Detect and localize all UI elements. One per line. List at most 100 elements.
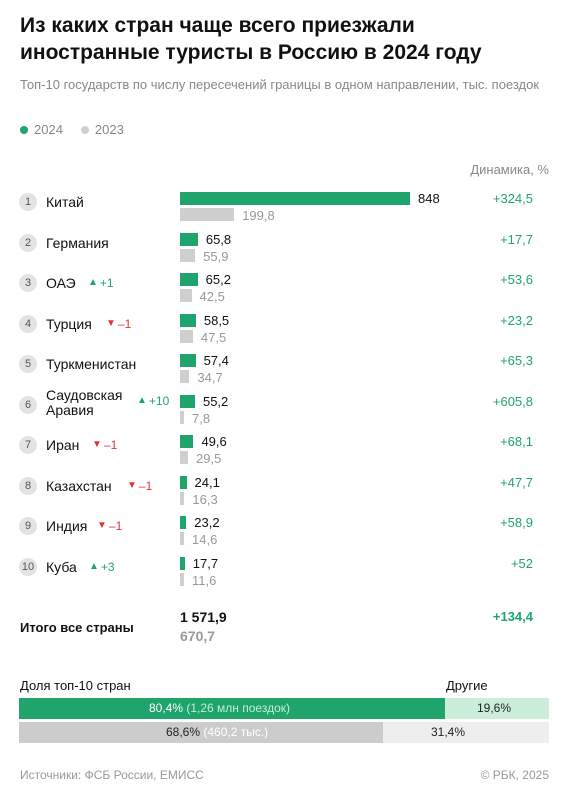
bar-2024	[180, 313, 196, 327]
country-name: Куба	[46, 558, 77, 575]
dynamics-value: +65,3	[500, 353, 533, 368]
rank-change: ▲ +3	[89, 559, 115, 575]
share-others-bar	[382, 722, 549, 743]
bar-row: 2 Германия 65,8 55,9 +17,7	[0, 229, 569, 269]
share-top10-percent: 80,4%	[149, 701, 184, 715]
rank-badge: 7	[19, 436, 37, 454]
dynamics-value: +605,8	[492, 393, 533, 409]
share-top10-note: (1,26 млн поездок)	[183, 701, 291, 715]
value-label-2023: 47,5	[200, 329, 227, 345]
rank-change: ▼ –1	[106, 316, 131, 332]
copyright: © РБК, 2025	[480, 768, 549, 782]
value-label-2023: 11,6	[192, 572, 217, 588]
country-name: Казахстан	[46, 477, 112, 494]
bar-2023	[180, 532, 184, 545]
value-label-2023: 7,8	[192, 410, 211, 426]
triangle-down-icon: ▼	[97, 520, 107, 531]
source-note: Источники: ФСБ России, ЕМИСС	[20, 768, 204, 782]
bar-2024	[180, 556, 185, 570]
dynamics-value: +53,6	[500, 272, 533, 287]
dynamics-value: +17,7	[500, 231, 533, 247]
bar-2024	[180, 475, 187, 489]
rank-change: ▼ –1	[97, 518, 122, 534]
bar-2023	[180, 410, 184, 424]
rank-badge: 9	[19, 517, 37, 535]
value-label-2024: 24,1	[194, 474, 220, 490]
triangle-up-icon: ▲	[137, 394, 147, 406]
bar-row: 3 ОАЭ ▲ +1 65,2 42,5 +53,6	[0, 269, 569, 309]
legend-label-2023: 2023	[94, 122, 124, 137]
share-top10-percent: 68,6%	[166, 725, 201, 739]
rank-badge: 1	[19, 193, 37, 211]
country-name: Туркменистан	[46, 356, 137, 372]
rank-change-value: +10	[148, 393, 170, 408]
value-label-2024: 17,7	[192, 555, 219, 571]
bar-2024	[180, 232, 198, 246]
dynamics-value: +23,2	[500, 312, 533, 328]
rank-badge: 2	[19, 233, 37, 252]
bar-row: 6 Саудовская Аравия ▲ +10 55,2 7,8 +605,8	[0, 386, 569, 431]
chart-subtitle: Топ-10 государств по числу пересечений г…	[20, 77, 540, 92]
value-label-2024: 65,2	[205, 272, 231, 287]
value-label-2024: 65,8	[205, 231, 232, 247]
rank-change: ▲ +1	[88, 275, 114, 291]
rank-change-value: –1	[138, 478, 153, 493]
bar-2023	[180, 370, 190, 383]
rank-badge: 3	[19, 274, 37, 292]
value-label-2024: 23,2	[194, 515, 220, 530]
country-name: Иран	[46, 437, 80, 453]
share-top10-label: 80,4% (1,26 млн поездок)	[149, 701, 290, 715]
country-name: Германия	[46, 234, 109, 251]
bar-row: 1 Китай 848 199,8 +324,5	[0, 188, 569, 228]
bar-row: 9 Индия ▼ –1 23,2 14,6 +58,9	[0, 512, 569, 552]
share-top10-note: (460,2 тыс.)	[200, 725, 269, 739]
rank-badge: 5	[19, 355, 37, 373]
dynamics-value: +324,5	[492, 191, 533, 206]
bar-row: 10 Куба ▲ +3 17,7 11,6 +52	[0, 553, 569, 593]
triangle-down-icon: ▼	[106, 317, 116, 329]
legend: 2024 2023	[20, 122, 142, 137]
legend-swatch-2023	[80, 125, 89, 134]
country-name: ОАЭ	[46, 275, 76, 291]
value-label-2024: 58,5	[203, 312, 230, 328]
value-label-2024: 848	[418, 191, 440, 206]
share-top10-bar	[19, 722, 383, 743]
dynamics-value: +52	[510, 555, 533, 571]
value-label-2023: 34,7	[197, 370, 223, 385]
bar-2024	[180, 273, 198, 286]
value-label-2023: 14,6	[192, 532, 218, 547]
country-name: Саудовская Аравия	[46, 386, 123, 418]
rank-badge: 10	[19, 557, 37, 576]
bar-2023	[180, 491, 185, 505]
share-label: Доля топ-10 стран	[20, 678, 131, 693]
rank-change: ▲ +10	[137, 393, 169, 409]
dynamics-value: +58,9	[500, 515, 533, 530]
share-top10-bar	[19, 698, 446, 719]
rank-change-value: +1	[99, 276, 114, 290]
value-label-2024: 49,6	[201, 434, 227, 449]
legend-label-2024: 2024	[34, 122, 63, 137]
rank-change-value: +3	[100, 559, 115, 574]
bar-2024	[180, 394, 195, 408]
total-dynamics: +134,4	[492, 609, 533, 624]
bar-2023	[180, 572, 184, 586]
value-label-2023: 55,9	[203, 248, 229, 264]
value-label-2024: 57,4	[203, 353, 229, 368]
bar-2023	[180, 208, 235, 221]
rank-badge: 6	[19, 395, 37, 414]
country-name: Индия	[46, 518, 88, 534]
rank-change-value: –1	[117, 316, 132, 331]
triangle-up-icon: ▲	[88, 277, 98, 288]
bar-2024	[180, 354, 196, 367]
bar-row: 4 Турция ▼ –1 58,5 47,5 +23,2	[0, 310, 569, 350]
value-label-2023: 29,5	[196, 451, 222, 466]
value-label-2023: 42,5	[199, 289, 225, 304]
rank-badge: 8	[19, 476, 37, 495]
others-label: Другие	[446, 678, 488, 693]
legend-item-2024: 2024	[20, 122, 63, 137]
value-label-2023: 199,8	[242, 208, 275, 223]
triangle-up-icon: ▲	[89, 560, 99, 572]
share-others-percent: 19,6%	[477, 701, 512, 715]
bar-2024	[180, 516, 187, 529]
total-value-2024: 1 571,9	[180, 609, 227, 625]
